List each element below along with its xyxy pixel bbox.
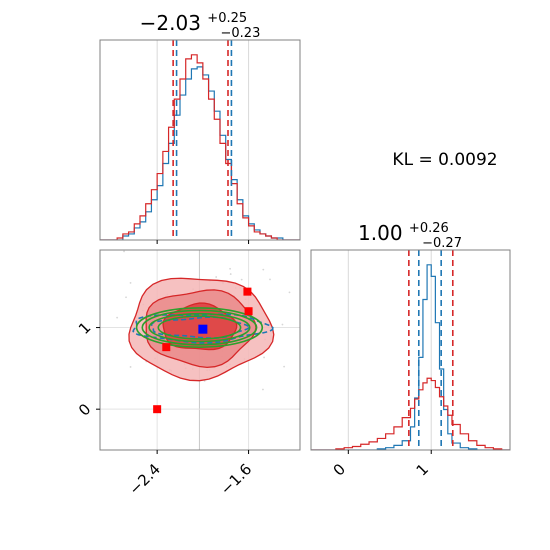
- top-left-histogram-panel: −2.03 +0.25 −0.23: [99, 3, 301, 244]
- scatter-sample-point: [116, 316, 119, 319]
- scatter-sample-point: [129, 366, 132, 368]
- red-square-marker-0: [243, 287, 252, 296]
- bottom-right-title-value: 1.00: [358, 221, 403, 245]
- bottom-right-hist-series-1: [311, 377, 510, 450]
- scatter-frame: [99, 249, 301, 451]
- scatter-sample-point: [215, 276, 218, 278]
- top-left-title-minus: −0.23: [221, 26, 261, 41]
- red-square-marker-1: [244, 307, 253, 316]
- scatter-sample-point: [123, 250, 125, 253]
- scatter-y-tick-label-1: 1: [75, 319, 94, 338]
- bottom-right-title-minus: −0.27: [422, 236, 462, 251]
- bottom-right-x-tick-label-1: 1: [413, 460, 432, 479]
- scatter-y-tick-label-0: 0: [75, 400, 94, 419]
- scatter-x-tick-label-0: −2.4: [125, 460, 163, 498]
- green-ellipse-1: [141, 309, 258, 346]
- top-left-title: −2.03 +0.25 −0.23: [140, 3, 261, 41]
- red-square-marker-2: [162, 343, 171, 352]
- blue-square-marker: [198, 324, 208, 334]
- scatter-sample-point: [240, 278, 243, 281]
- bottom-right-frame: [310, 249, 511, 451]
- scatter-sample-point: [283, 365, 286, 368]
- scatter-sample-point: [262, 268, 265, 271]
- scatter-sample-point: [263, 356, 265, 359]
- top-left-hist-series-1: [100, 54, 300, 240]
- top-left-title-plus: +0.25: [207, 11, 247, 26]
- bottom-right-histogram-panel: 0 1 1.00 +0.26 −0.27: [310, 213, 511, 480]
- bottom-right-hist-series-0: [311, 264, 510, 450]
- top-left-hist-series-0: [100, 66, 300, 240]
- scatter-sample-point: [341, 317, 343, 319]
- bottom-right-title: 1.00 +0.26 −0.27: [358, 213, 462, 251]
- scatter-sample-point: [229, 267, 231, 270]
- green-ellipse-0: [135, 307, 264, 348]
- kl-annotation: KL = 0.0092: [392, 150, 497, 170]
- scatter-sample-point: [288, 291, 291, 294]
- scatter-contour-panel: −2.4 −1.6 0 1: [75, 249, 343, 499]
- scatter-sample-point: [262, 388, 264, 391]
- bottom-right-x-tick-label-0: 0: [330, 460, 349, 479]
- scatter-x-tick-label-1: −1.6: [217, 460, 255, 498]
- scatter-sample-point: [125, 296, 127, 299]
- scatter-sample-point: [229, 273, 232, 275]
- green-ellipse-3: [157, 315, 242, 340]
- scatter-sample-point: [269, 278, 271, 281]
- bottom-right-title-plus: +0.26: [409, 221, 449, 236]
- top-left-title-value: −2.03: [140, 11, 201, 35]
- red-square-marker-3: [153, 405, 162, 414]
- scatter-sample-point: [129, 282, 132, 284]
- scatter-sample-point: [281, 323, 284, 326]
- green-ellipse-2: [148, 312, 251, 343]
- top-left-frame: [99, 39, 301, 241]
